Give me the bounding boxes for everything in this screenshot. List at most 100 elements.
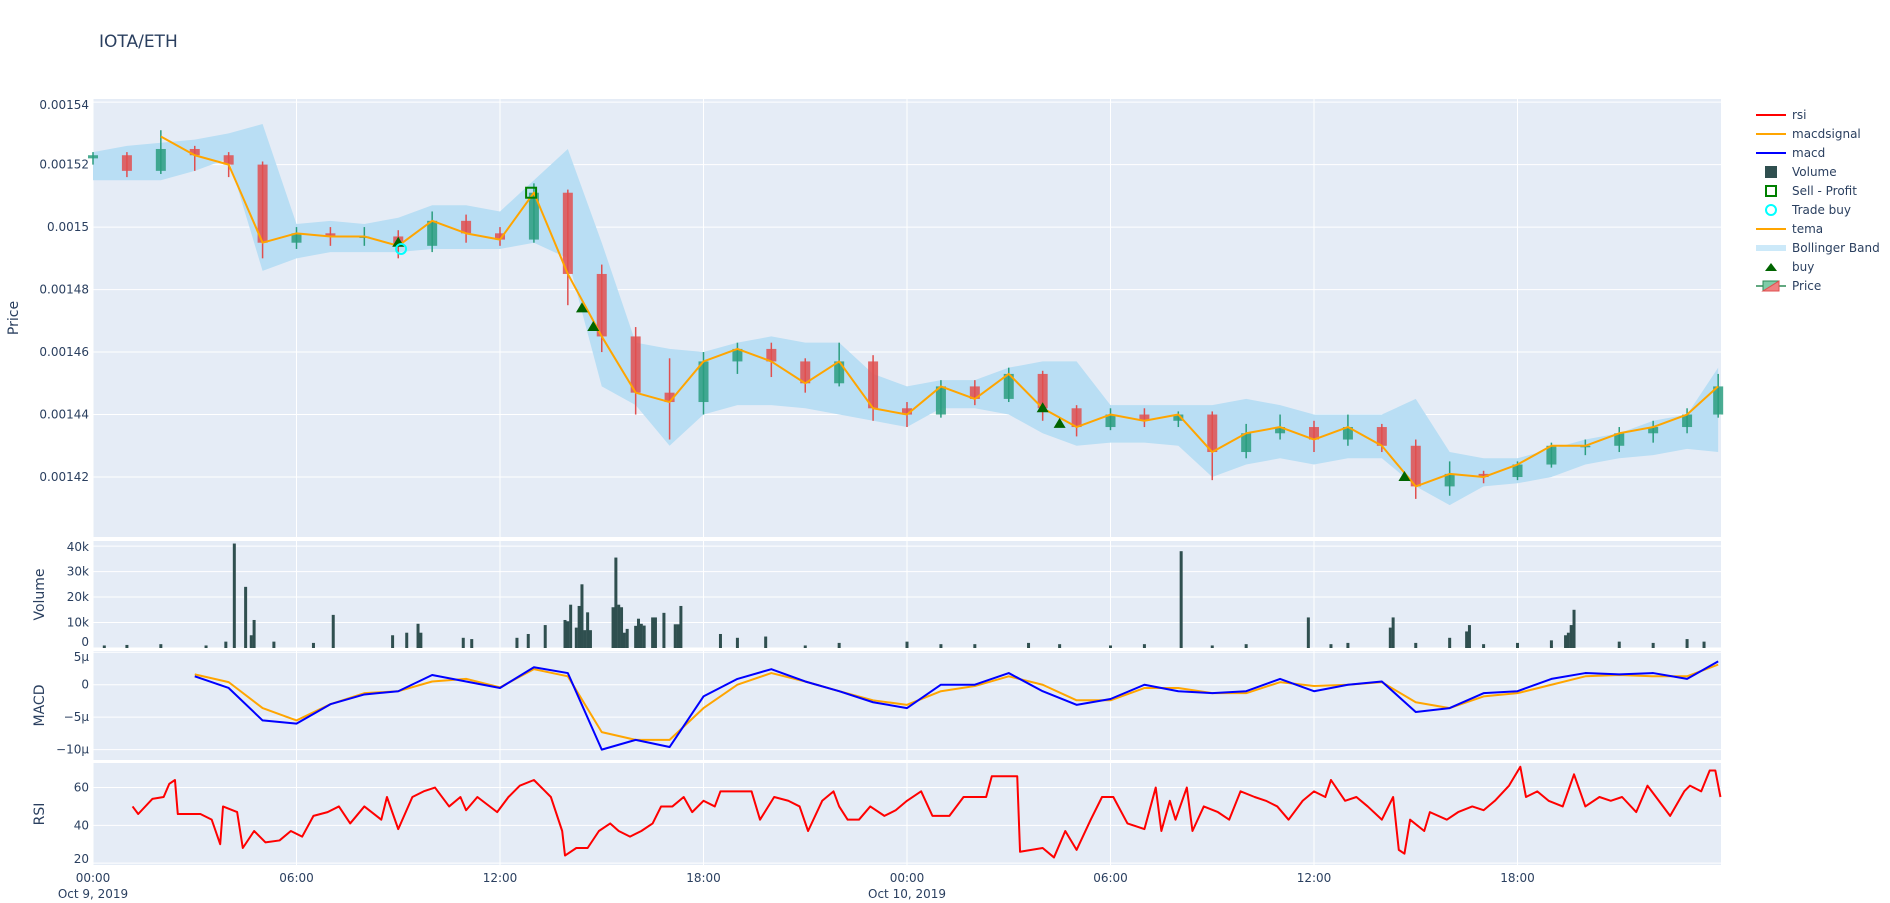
- volume-bar: [1702, 641, 1706, 648]
- triangle-up-icon: [1756, 260, 1786, 274]
- volume-bar: [1109, 645, 1112, 648]
- candle-body: [1376, 427, 1387, 446]
- candle: [291, 227, 302, 249]
- candle-body: [766, 348, 777, 362]
- volume-bar: [272, 641, 276, 648]
- legend-item-rsi[interactable]: rsi: [1756, 105, 1880, 124]
- y-tick-label: 0.0015: [47, 220, 89, 234]
- candle-body: [1342, 427, 1353, 440]
- legend-item-volume[interactable]: Volume: [1756, 162, 1880, 181]
- volume-bar: [1516, 642, 1519, 648]
- candle-body: [596, 273, 607, 337]
- candle: [1614, 427, 1625, 453]
- trade-buy-marker: [395, 242, 408, 255]
- volume-bar: [614, 557, 618, 648]
- volume-bar: [905, 641, 909, 648]
- volume-bar: [515, 637, 519, 648]
- volume-bar: [735, 637, 739, 648]
- candle-body: [155, 148, 166, 171]
- candle: [1376, 423, 1387, 453]
- macdsignal-line: [194, 663, 1719, 741]
- volume-bar: [311, 642, 315, 648]
- candle-body: [834, 361, 845, 384]
- volume-bar: [588, 630, 592, 648]
- volume-bar: [837, 642, 841, 648]
- legend-item-macd[interactable]: macd: [1756, 143, 1880, 162]
- volume-bar: [1346, 642, 1350, 648]
- legend-label: buy: [1792, 259, 1815, 274]
- candle-body: [189, 148, 200, 156]
- volume-bar: [405, 632, 409, 648]
- candle: [1207, 411, 1218, 481]
- volume-bar: [577, 605, 581, 648]
- candle-body: [1682, 414, 1693, 428]
- rsi-line: [131, 765, 1722, 859]
- y-tick-label: 5µ: [74, 650, 90, 664]
- legend-item-bollinger-band[interactable]: Bollinger Band: [1756, 238, 1880, 257]
- candle: [1410, 439, 1421, 499]
- legend-item-macdsignal[interactable]: macdsignal: [1756, 124, 1880, 143]
- buy-marker: [1036, 402, 1049, 413]
- x-tick-label: 06:00: [1093, 871, 1128, 885]
- volume-bar: [662, 612, 666, 648]
- volume-bar: [580, 584, 584, 648]
- square-icon: [1756, 165, 1786, 179]
- candle: [1071, 405, 1082, 437]
- volume-bar: [622, 632, 626, 648]
- candle-body: [1614, 433, 1625, 446]
- legend-item-tema[interactable]: tema: [1756, 219, 1880, 238]
- x-tick-label: 12:00: [483, 871, 518, 885]
- volume-bar: [252, 619, 256, 648]
- candle-body: [562, 192, 573, 274]
- square-open-icon: [1756, 184, 1786, 198]
- volume-bar: [1566, 632, 1570, 648]
- candle-body: [935, 386, 946, 415]
- candle: [1105, 408, 1116, 431]
- legend-item-buy[interactable]: buy: [1756, 257, 1880, 276]
- volume-bar: [204, 645, 208, 648]
- candle: [1241, 423, 1252, 459]
- volume-bar: [1651, 642, 1655, 648]
- y-axis-title: Volume: [32, 568, 48, 620]
- candle: [1037, 370, 1048, 421]
- candle-body: [1003, 373, 1014, 399]
- buy-marker: [575, 302, 588, 313]
- y-tick-label: 0: [81, 635, 89, 649]
- y-tick-label: 10k: [67, 616, 89, 630]
- volume-bar: [224, 641, 228, 648]
- candle-body: [121, 155, 132, 171]
- legend-label: macdsignal: [1792, 126, 1861, 141]
- volume-bar: [803, 645, 807, 648]
- y-tick-label: 0.00154: [39, 98, 89, 112]
- volume-bar: [1448, 637, 1452, 648]
- candle-body: [1139, 414, 1150, 421]
- volume-bar: [1179, 551, 1183, 648]
- legend-item-sell-profit[interactable]: Sell - Profit: [1756, 181, 1880, 200]
- x-tick-label: 00:00: [890, 871, 925, 885]
- legend-item-trade-buy[interactable]: Trade buy: [1756, 200, 1880, 219]
- volume-bar: [1549, 640, 1553, 648]
- legend-label: Sell - Profit: [1792, 183, 1857, 198]
- candle-body: [257, 164, 268, 243]
- volume-bar: [416, 623, 420, 648]
- y-tick-label: 0.00144: [39, 408, 89, 422]
- tema-line: [160, 135, 1719, 488]
- candle: [630, 327, 641, 415]
- volume-bar: [1058, 644, 1062, 648]
- buy-marker: [1053, 417, 1066, 428]
- candle: [800, 358, 811, 393]
- candle-body: [1444, 473, 1455, 487]
- candle-body: [1309, 427, 1319, 440]
- volume-bar: [1391, 617, 1395, 648]
- legend-item-price[interactable]: Price: [1756, 276, 1880, 295]
- volume-bar: [1482, 644, 1486, 648]
- volume-bar: [1210, 645, 1214, 648]
- volume-bar: [470, 639, 474, 648]
- candle: [1139, 408, 1150, 428]
- candle: [427, 211, 438, 253]
- volume-bar: [676, 624, 680, 648]
- candle-body: [223, 155, 234, 165]
- candle-body: [902, 408, 912, 415]
- legend-label: Bollinger Band: [1792, 240, 1880, 255]
- candle: [834, 342, 845, 387]
